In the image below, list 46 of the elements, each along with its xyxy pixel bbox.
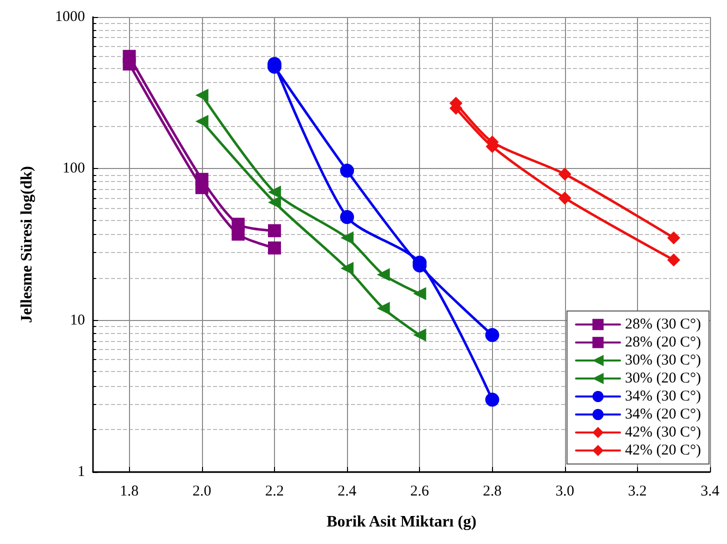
y-tick-label: 10 (70, 312, 85, 328)
legend-label: 30% (20 C°) (625, 370, 702, 386)
legend-label: 28% (30 C°) (625, 316, 702, 332)
legend-label: 42% (30 C°) (625, 424, 702, 440)
point (195, 114, 208, 128)
point (667, 253, 680, 266)
point (122, 57, 136, 70)
x-tick-label: 2.4 (338, 484, 357, 500)
x-tick-label: 3.2 (628, 484, 647, 500)
point (376, 302, 390, 315)
point (413, 287, 426, 300)
x-axis-title: Borik Asit Miktarı (g) (326, 514, 476, 530)
x-tick-label: 3.0 (555, 484, 574, 500)
x-tick-label: 2.2 (265, 484, 284, 500)
point (340, 231, 354, 244)
point (485, 392, 500, 407)
legend-label: 28% (20 C°) (625, 334, 702, 350)
point (340, 164, 354, 178)
point (195, 88, 208, 102)
point (413, 328, 426, 342)
point (667, 231, 680, 244)
x-tick-label: 2.6 (410, 484, 430, 500)
point (268, 224, 281, 238)
point (376, 268, 390, 282)
point (340, 210, 354, 224)
legend-label: 34% (20 C°) (625, 406, 702, 422)
y-tick-label: 1 (78, 464, 85, 480)
y-tick-label: 100 (62, 160, 85, 177)
point (485, 328, 500, 342)
point (195, 181, 208, 194)
x-tick-label: 1.8 (120, 484, 139, 500)
point (558, 192, 572, 205)
point (268, 241, 281, 254)
point (558, 168, 572, 181)
point (268, 186, 281, 199)
y-axis-title: Jellesme Süresi log(dk) (18, 166, 36, 324)
legend-label: 30% (30 C°) (625, 352, 702, 368)
x-tick-label: 2.8 (482, 484, 502, 500)
y-tick-label: 1000 (55, 9, 85, 25)
x-tick-label: 2.0 (192, 484, 212, 500)
point (232, 228, 245, 241)
point (268, 196, 281, 209)
x-tick-label: 3.4 (700, 484, 720, 500)
point (340, 262, 354, 275)
legend-label: 42% (20 C°) (625, 442, 702, 458)
legend-label: 34% (30 C°) (625, 388, 702, 404)
